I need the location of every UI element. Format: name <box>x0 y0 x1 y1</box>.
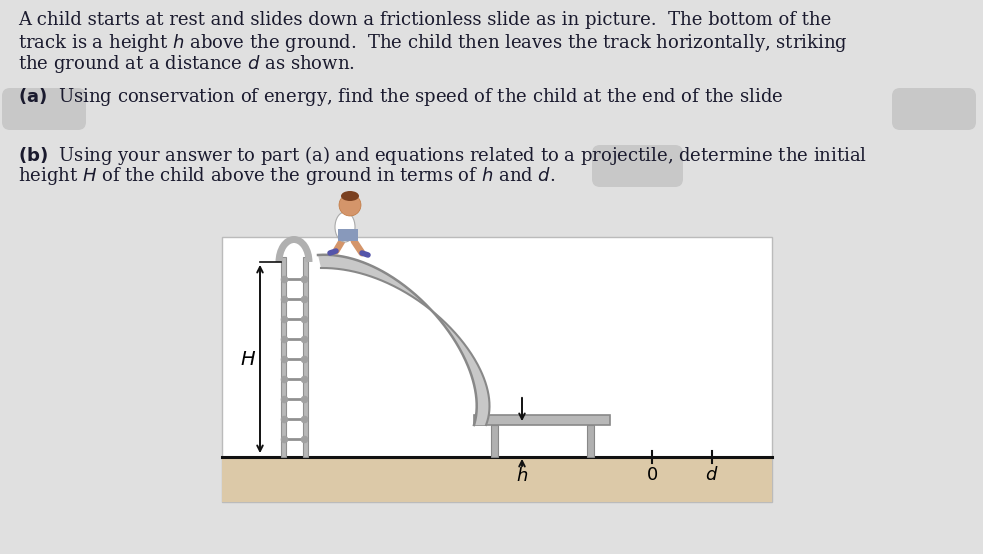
Bar <box>303 257 308 457</box>
Text: $H$: $H$ <box>240 351 256 369</box>
Text: A child starts at rest and slides down a frictionless slide as in picture.  The : A child starts at rest and slides down a… <box>18 11 832 29</box>
FancyBboxPatch shape <box>592 145 683 187</box>
Bar <box>587 425 594 457</box>
Text: track is a height $h$ above the ground.  The child then leaves the track horizon: track is a height $h$ above the ground. … <box>18 32 847 54</box>
Bar <box>281 257 286 457</box>
Text: $\mathbf{(b)}$  Using your answer to part (a) and equations related to a project: $\mathbf{(b)}$ Using your answer to part… <box>18 144 867 167</box>
Bar <box>222 457 772 502</box>
Text: $d$: $d$ <box>705 466 719 484</box>
Text: the ground at a distance $d$ as shown.: the ground at a distance $d$ as shown. <box>18 53 355 75</box>
Text: height $H$ of the child above the ground in terms of $h$ and $d$.: height $H$ of the child above the ground… <box>18 165 555 187</box>
Polygon shape <box>318 255 490 425</box>
Text: $0$: $0$ <box>646 466 658 484</box>
Bar <box>222 237 772 502</box>
Ellipse shape <box>341 191 359 201</box>
Text: $\mathbf{(a)}$  Using conservation of energy, find the speed of the child at the: $\mathbf{(a)}$ Using conservation of ene… <box>18 86 783 108</box>
Bar <box>474 415 610 425</box>
FancyBboxPatch shape <box>892 88 976 130</box>
Bar <box>491 425 498 457</box>
Circle shape <box>339 194 361 216</box>
Ellipse shape <box>335 212 355 242</box>
Text: $h$: $h$ <box>516 467 528 485</box>
FancyBboxPatch shape <box>2 88 86 130</box>
Bar <box>338 229 358 241</box>
